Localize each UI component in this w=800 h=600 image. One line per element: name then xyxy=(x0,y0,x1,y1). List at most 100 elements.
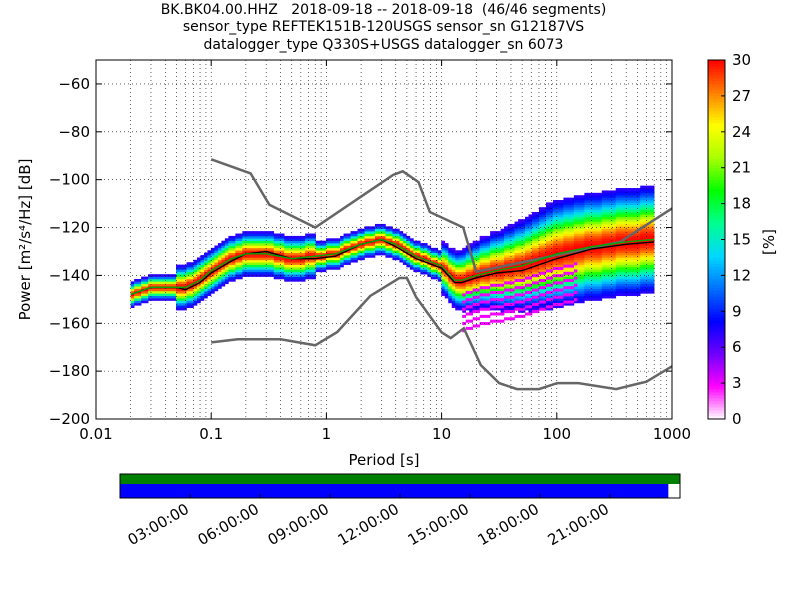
histogram-cell xyxy=(521,288,526,292)
histogram-cell xyxy=(615,269,620,273)
histogram-cell xyxy=(221,271,226,275)
histogram-cell xyxy=(518,267,522,270)
histogram-cell xyxy=(486,269,491,273)
histogram-cell xyxy=(224,274,229,277)
histogram-cell xyxy=(518,252,522,256)
histogram-cell xyxy=(361,257,365,261)
histogram-cell xyxy=(538,293,543,297)
histogram-cell xyxy=(451,281,456,285)
histogram-cell xyxy=(580,271,585,275)
histogram-cell xyxy=(601,221,606,225)
histogram-cell xyxy=(573,267,578,270)
histogram-cell xyxy=(203,286,208,289)
histogram-cell xyxy=(507,286,512,289)
histogram-cell xyxy=(315,250,320,253)
histogram-cell xyxy=(577,228,582,232)
histogram-cell xyxy=(636,221,641,225)
histogram-cell xyxy=(350,243,355,246)
histogram-cell xyxy=(545,223,550,227)
histogram-cell xyxy=(608,228,613,232)
histogram-cell xyxy=(556,231,561,234)
colorbar-cell xyxy=(708,65,725,70)
histogram-cell xyxy=(566,221,571,225)
histogram-cell xyxy=(577,255,582,258)
histogram-cell xyxy=(573,221,578,225)
histogram-cell xyxy=(608,264,613,268)
histogram-cell xyxy=(626,257,631,261)
histogram-cell xyxy=(305,262,309,265)
histogram-cell xyxy=(535,290,540,294)
histogram-cell xyxy=(612,286,617,289)
histogram-cell xyxy=(214,271,219,275)
histogram-cell xyxy=(284,257,289,261)
histogram-cell xyxy=(504,226,508,230)
histogram-cell xyxy=(420,243,425,246)
colorbar-cell xyxy=(708,218,725,222)
histogram-cell xyxy=(263,274,268,277)
histogram-cell xyxy=(640,204,644,208)
histogram-cell xyxy=(483,255,487,258)
histogram-cell xyxy=(162,290,166,294)
histogram-cell xyxy=(514,271,519,275)
histogram-cell xyxy=(493,319,498,323)
histogram-cell xyxy=(490,281,494,285)
histogram-cell xyxy=(319,269,323,273)
histogram-cell xyxy=(186,302,191,306)
histogram-cell xyxy=(238,276,243,280)
histogram-cell xyxy=(200,257,205,261)
histogram-cell xyxy=(416,250,421,253)
histogram-cell xyxy=(402,235,407,239)
histogram-cell xyxy=(476,255,480,258)
histogram-cell xyxy=(462,305,466,309)
histogram-cell xyxy=(308,274,313,277)
histogram-cell xyxy=(179,283,184,287)
histogram-cell xyxy=(252,255,257,258)
histogram-cell xyxy=(584,278,589,282)
histogram-cell xyxy=(532,271,536,275)
histogram-cell xyxy=(563,202,568,206)
histogram-cell xyxy=(511,288,515,292)
histogram-cell xyxy=(458,307,463,311)
histogram-cell xyxy=(329,247,334,251)
histogram-cell xyxy=(319,264,323,268)
histogram-cell xyxy=(629,250,634,253)
histogram-cell xyxy=(151,295,156,299)
histogram-cell xyxy=(483,278,487,282)
histogram-cell xyxy=(633,269,638,273)
histogram-cell xyxy=(263,262,268,265)
histogram-cell xyxy=(472,278,477,282)
histogram-cell xyxy=(151,274,156,277)
histogram-cell xyxy=(601,223,606,227)
histogram-cell xyxy=(608,267,613,270)
histogram-cell xyxy=(626,188,631,191)
histogram-cell xyxy=(538,228,543,232)
histogram-cell xyxy=(200,298,205,301)
histogram-cell xyxy=(490,243,494,246)
histogram-cell xyxy=(451,257,456,261)
histogram-cell xyxy=(573,281,578,285)
histogram-cell xyxy=(472,250,477,253)
histogram-cell xyxy=(483,298,487,301)
histogram-cell xyxy=(532,276,536,280)
histogram-cell xyxy=(528,247,533,251)
histogram-cell xyxy=(545,202,550,206)
histogram-cell xyxy=(629,283,634,287)
colorbar-cell xyxy=(708,317,725,321)
histogram-cell xyxy=(148,288,152,292)
histogram-cell xyxy=(507,302,512,306)
histogram-cell xyxy=(629,228,634,232)
colorbar-cell xyxy=(708,110,725,115)
histogram-cell xyxy=(455,307,460,311)
histogram-cell xyxy=(528,216,533,220)
histogram-cell xyxy=(284,238,289,241)
histogram-cell xyxy=(559,281,564,285)
histogram-cell xyxy=(444,247,449,251)
histogram-cell xyxy=(235,250,240,253)
colorbar-cell xyxy=(708,167,725,172)
histogram-cell xyxy=(563,219,568,222)
histogram-cell xyxy=(179,269,184,273)
timeline-tick-label: 09:00:00 xyxy=(265,500,332,549)
histogram-cell xyxy=(640,192,644,196)
histogram-cell xyxy=(486,298,491,301)
histogram-cell xyxy=(566,264,571,268)
